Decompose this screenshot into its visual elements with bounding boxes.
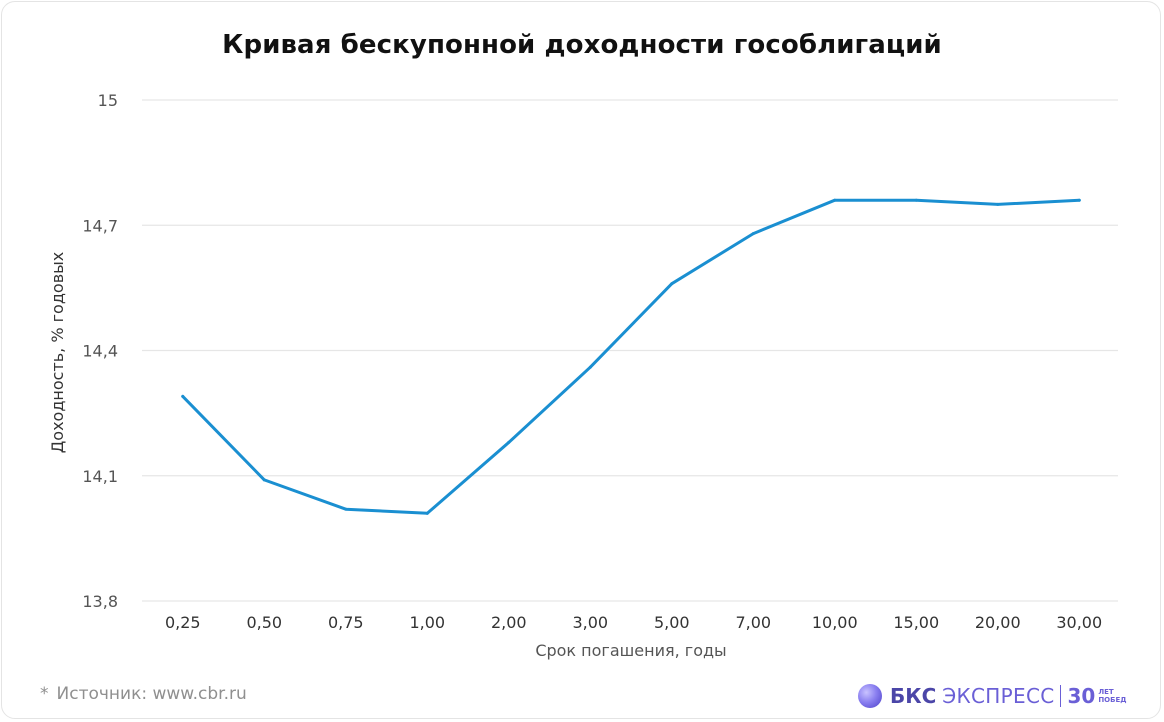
x-tick-label: 10,00 xyxy=(812,613,858,632)
data-point xyxy=(181,394,185,398)
x-tick-label: 3,00 xyxy=(572,613,608,632)
x-axis-label: Срок погашения, годы xyxy=(535,641,726,660)
data-point xyxy=(425,511,429,515)
x-tick-label: 0,75 xyxy=(328,613,364,632)
data-point xyxy=(833,198,837,202)
source-footnote: * Источник: www.cbr.ru xyxy=(40,684,247,704)
brand-divider xyxy=(1060,685,1062,707)
data-point xyxy=(751,232,755,236)
y-tick-label: 14,1 xyxy=(82,467,118,486)
x-tick-label: 30,00 xyxy=(1056,613,1102,632)
brand-let-pobed: ЛЕТ ПОБЕД xyxy=(1098,688,1126,704)
y-tick-labels: 13,8 14,1 14,4 14,7 15 xyxy=(82,91,118,611)
x-tick-label: 5,00 xyxy=(654,613,690,632)
grid-lines xyxy=(142,99,1118,602)
y-axis-label: Доходность, % годовых xyxy=(48,252,67,453)
x-tick-label: 2,00 xyxy=(491,613,527,632)
x-tick-label: 20,00 xyxy=(975,613,1021,632)
source-text: Источник: www.cbr.ru xyxy=(56,684,247,704)
x-tick-label: 0,50 xyxy=(246,613,282,632)
brand-pobed: ПОБЕД xyxy=(1098,696,1127,704)
x-tick-label: 15,00 xyxy=(893,613,939,632)
data-point xyxy=(507,440,511,444)
data-point xyxy=(344,507,348,511)
data-point xyxy=(670,282,674,286)
y-tick-label: 13,8 xyxy=(82,592,118,611)
x-tick-label: 1,00 xyxy=(409,613,445,632)
brand-bks: БКС xyxy=(890,684,937,708)
brand-logo-block: БКС ЭКСПРЕСС 30 ЛЕТ ПОБЕД xyxy=(858,680,1127,712)
data-point xyxy=(996,202,1000,206)
data-point xyxy=(262,478,266,482)
series-line-group xyxy=(181,198,1081,515)
series-line xyxy=(181,198,1081,515)
brand-let: ЛЕТ xyxy=(1098,688,1114,696)
brand-express: ЭКСПРЕСС xyxy=(942,684,1055,708)
x-tick-labels: 0,25 0,50 0,75 1,00 2,00 3,00 5,00 7,00 10,00 15,… xyxy=(165,613,1102,632)
y-tick-label: 14,7 xyxy=(82,216,118,235)
data-point xyxy=(914,198,918,202)
y-tick-label: 15 xyxy=(98,91,118,110)
x-tick-label: 7,00 xyxy=(735,613,771,632)
y-tick-label: 14,4 xyxy=(82,342,118,361)
brand-30: 30 xyxy=(1067,684,1096,708)
chart-title: Кривая бескупонной доходности гособлигац… xyxy=(222,30,942,60)
brand-sphere-icon xyxy=(858,684,882,708)
data-point xyxy=(1077,198,1081,202)
x-tick-label: 0,25 xyxy=(165,613,201,632)
footnote-star: * xyxy=(40,684,49,704)
data-point xyxy=(588,365,592,369)
